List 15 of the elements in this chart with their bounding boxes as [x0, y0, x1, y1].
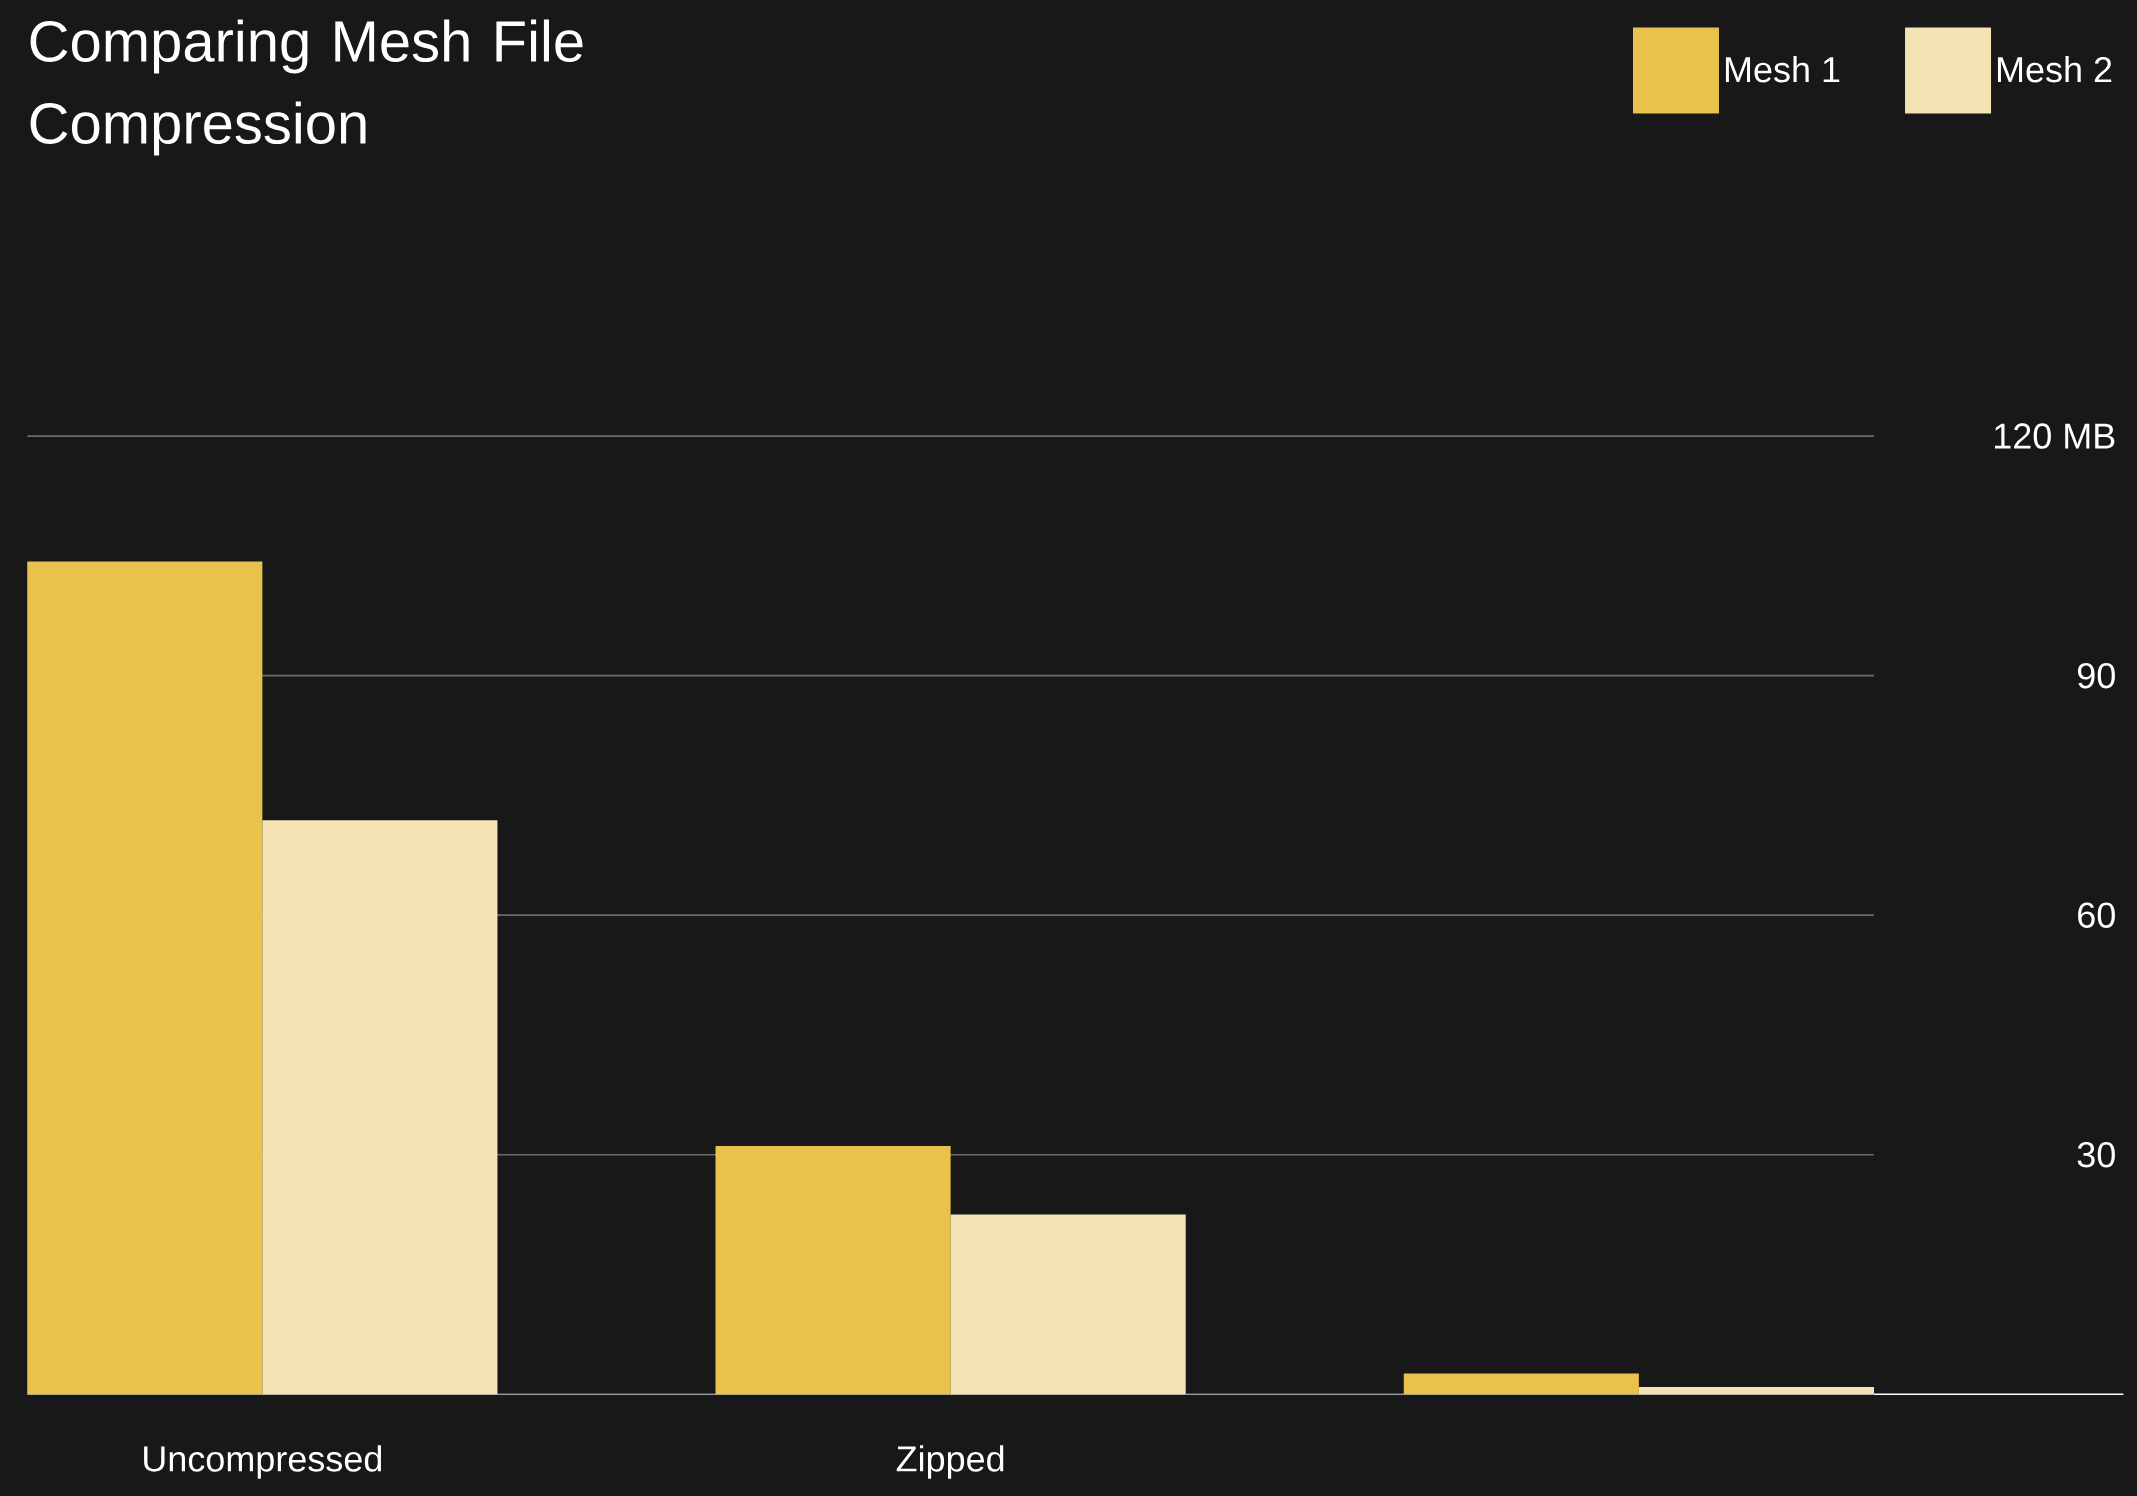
x-tick-label: Zipped	[896, 1445, 1004, 1479]
chart-title: Comparing Mesh File Compression	[30, 19, 583, 156]
bar	[950, 1214, 1186, 1395]
y-tick-label: 60	[2078, 902, 2115, 928]
y-tick-label: 90	[2077, 662, 2115, 689]
y-tick-label: 30	[2077, 1141, 2115, 1168]
bar	[27, 561, 263, 1395]
bar	[262, 819, 498, 1395]
y-tick-label: 120 MB	[1994, 423, 2115, 449]
bar	[715, 1145, 951, 1395]
legend-label: Mesh 2	[1997, 55, 2112, 83]
bar	[1638, 1386, 1874, 1395]
legend-label: Mesh 1	[1725, 55, 1840, 83]
x-tick-label: Uncompressed	[144, 1445, 382, 1479]
bar	[1403, 1373, 1639, 1395]
